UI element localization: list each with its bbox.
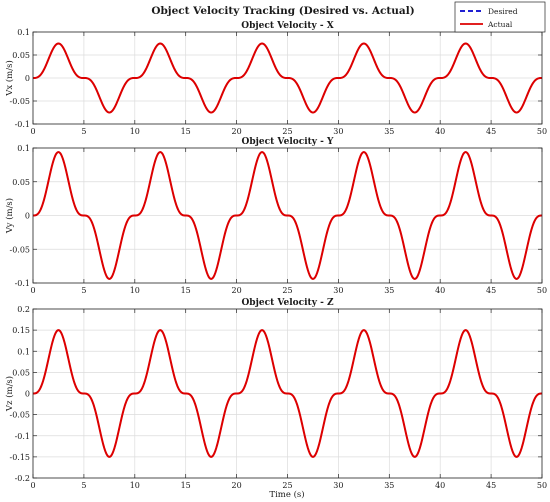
figure-title: Object Velocity Tracking (Desired vs. Ac… [151,5,414,17]
y-tick-label: 0.15 [12,326,30,335]
x-tick-label: 45 [486,127,496,136]
subplot-1: 0 5 10 15 20 25 30 35 40 45 50 -0.1 -0.05 0 0.05 0.1 Obj… [4,21,547,136]
x-tick-label: 25 [282,481,292,490]
legend-desired-label: Desired [488,7,518,16]
x-tick-label: 20 [232,127,242,136]
y-axis-label: Vz (m/s) [4,376,15,412]
x-tick-label: 35 [384,481,394,490]
series-actual-line [32,151,543,280]
series-actual-line [32,329,543,458]
x-tick-label: 35 [384,127,394,136]
x-tick-label: 0 [30,127,35,136]
subplot-title: Object Velocity - X [241,21,333,31]
axes-frame [32,31,543,125]
x-tick-label: 40 [435,481,445,490]
y-tick-label: 0 [25,74,30,83]
x-axis-label: Time (s) [269,489,304,500]
y-tick-label: -0.1 [15,279,30,288]
subplot-3: 0 5 10 15 20 25 30 35 40 45 50 -0.2 -0.15 -0.1 -0.05 0 0… [4,298,547,490]
y-tick-label: -0.1 [15,432,30,441]
y-tick-label: 0 [25,212,30,221]
axes-frame [32,147,543,284]
y-tick-label: 0 [25,390,30,399]
y-tick-label: 0.2 [17,305,30,314]
y-tick-label: 0.1 [17,144,30,153]
x-tick-label: 10 [130,481,140,490]
y-tick-label: -0.1 [15,120,30,129]
x-tick-label: 40 [435,127,445,136]
x-tick-label: 10 [130,127,140,136]
x-tick-label: 35 [384,286,394,295]
y-axis-label: Vx (m/s) [4,60,15,97]
y-tick-label: 0.1 [17,347,30,356]
y-tick-label: -0.15 [9,453,30,462]
x-tick-label: 45 [486,481,496,490]
x-tick-label: 5 [81,286,86,295]
y-tick-label: 0.1 [17,28,30,37]
x-tick-label: 50 [537,481,547,490]
y-tick-label: -0.05 [9,245,30,254]
x-tick-label: 5 [81,127,86,136]
x-tick-label: 5 [81,481,86,490]
x-tick-label: 15 [181,481,191,490]
subplot-2: 0 5 10 15 20 25 30 35 40 45 50 -0.1 -0.05 0 0.05 0.1 Obj… [4,137,547,295]
x-tick-label: 25 [282,127,292,136]
x-tick-label: 40 [435,286,445,295]
subplot-title: Object Velocity - Y [242,137,334,147]
subplots: 0 5 10 15 20 25 30 35 40 45 50-0.1-0.0500.050.1Obj… [4,21,547,490]
x-tick-label: 30 [333,481,343,490]
axes-frame [32,308,543,479]
legend: Desired Actual [454,1,546,33]
x-tick-label: 50 [537,286,547,295]
x-tick-label: 20 [232,286,242,295]
legend-box [454,1,546,33]
y-tick-label: -0.05 [9,97,30,106]
subplot-title: Object Velocity - Z [241,298,333,308]
x-tick-label: 0 [30,481,35,490]
series-actual-line [32,42,543,114]
x-tick-label: 15 [181,286,191,295]
x-tick-label: 25 [282,286,292,295]
x-tick-label: 50 [537,127,547,136]
x-tick-label: 20 [232,481,242,490]
y-axis-label: Vy (m/s) [4,198,15,234]
y-tick-label: 0.05 [12,51,30,60]
y-tick-label: 0.05 [12,178,30,187]
legend-actual-label: Actual [487,20,513,29]
y-tick-label: 0.05 [12,368,30,377]
x-tick-label: 10 [130,286,140,295]
x-tick-label: 0 [30,286,35,295]
x-tick-label: 15 [181,127,191,136]
y-tick-label: -0.05 [9,411,30,420]
x-tick-label: 30 [333,286,343,295]
x-tick-label: 45 [486,286,496,295]
x-tick-label: 30 [333,127,343,136]
y-tick-label: -0.2 [15,474,30,483]
